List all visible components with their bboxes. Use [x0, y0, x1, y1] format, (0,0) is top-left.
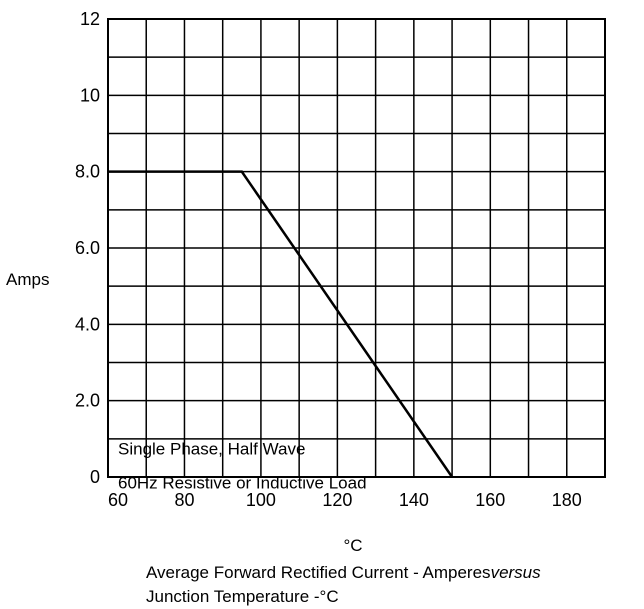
y-tick-label: 10 — [80, 85, 100, 105]
x-axis-label: °C — [343, 536, 362, 555]
y-tick-labels: 0 2.0 4.0 6.0 8.0 10 12 — [75, 9, 100, 487]
current-derating-line — [108, 170, 454, 478]
plot-frame — [107, 18, 606, 478]
annotation-load-type: 60Hz Resistive or Inductive Load — [118, 474, 367, 493]
x-tick-label: 160 — [475, 490, 505, 510]
y-tick-label: 4.0 — [75, 314, 100, 334]
y-tick-label: 2.0 — [75, 391, 100, 411]
caption-line-1-prefix: Average Forward Rectified Current - Ampe… — [146, 563, 491, 582]
x-tick-label: 100 — [246, 490, 276, 510]
x-tick-labels: 60 80 100 120 140 160 180 — [108, 490, 582, 510]
x-tick-label: 180 — [552, 490, 582, 510]
x-tick-label: 80 — [174, 490, 194, 510]
x-tick-label: 140 — [399, 490, 429, 510]
y-tick-label: 6.0 — [75, 238, 100, 258]
caption-line-1-italic: versus — [491, 563, 542, 582]
x-tick-label: 60 — [108, 490, 128, 510]
y-tick-label: 12 — [80, 9, 100, 29]
y-tick-label: 0 — [90, 467, 100, 487]
caption-line-2: Junction Temperature -°C — [146, 587, 339, 606]
grid — [108, 19, 605, 477]
y-tick-label: 8.0 — [75, 162, 100, 182]
x-tick-label: 120 — [322, 490, 352, 510]
y-axis-label: Amps — [6, 270, 49, 289]
caption-line-1: Average Forward Rectified Current - Ampe… — [146, 563, 541, 582]
annotation-single-phase: Single Phase, Half Wave — [118, 439, 305, 458]
